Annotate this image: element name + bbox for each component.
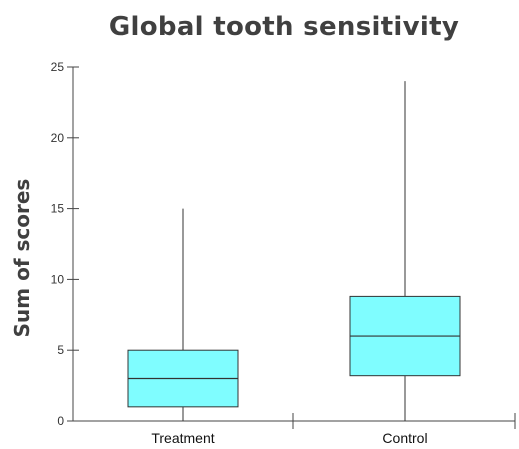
x-category-label: Control [382, 430, 427, 446]
y-tick-label: 5 [57, 343, 64, 357]
y-tick-label: 20 [51, 131, 65, 145]
x-category-label: Treatment [151, 430, 214, 446]
chart-title: Global tooth sensitivity [108, 12, 460, 42]
y-tick-label: 25 [51, 60, 65, 74]
y-tick-label: 15 [51, 202, 65, 216]
y-tick-label: 10 [51, 272, 65, 286]
y-tick-label: 0 [57, 414, 64, 428]
